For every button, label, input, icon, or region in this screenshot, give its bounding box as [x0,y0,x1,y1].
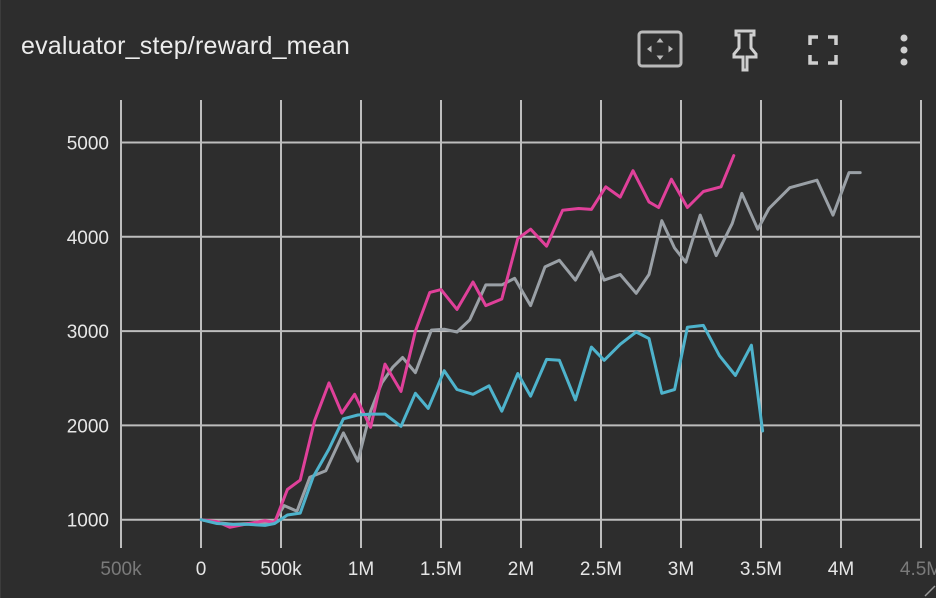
x-tick-label: 1.5M [420,559,462,580]
card-title: evaluator_step/reward_mean [21,32,351,60]
series-line-1[interactable] [199,171,862,526]
y-tick-label: 3000 [67,322,109,343]
x-tick-label: 4.5M [900,559,936,580]
grid-lines [120,100,922,548]
x-tick-label: 2.5M [580,559,622,580]
fit-domain-button[interactable] [636,22,684,78]
x-tick-label: 500k [260,559,302,580]
x-tick-label: 3.5M [740,559,782,580]
y-axis-ticks: 1000 2000 3000 4000 5000 [67,133,109,531]
resize-handle-icon[interactable] [924,585,936,597]
more-vert-icon [898,32,910,68]
x-tick-label: 3M [668,559,694,580]
pin-button[interactable] [721,22,769,78]
y-tick-label: 2000 [67,416,109,437]
x-tick-label: 2M [508,559,534,580]
y-tick-label: 1000 [67,511,109,532]
x-tick-label: 4M [828,559,854,580]
x-tick-label: 0 [196,559,207,580]
series-lines [199,154,862,529]
fullscreen-button[interactable] [799,22,847,78]
y-tick-label: 5000 [67,133,109,154]
x-axis-ticks: 500k 0 500k 1M 1.5M 2M 2.5M 3M 3.5M 4M 4.5M [100,559,936,580]
y-tick-label: 4000 [67,228,109,249]
fit-domain-icon [637,30,683,70]
x-tick-label: 1M [348,559,374,580]
series-line-3[interactable] [199,323,765,527]
x-tick-label: 500k [100,559,142,580]
fullscreen-icon [807,34,839,66]
more-options-button[interactable] [880,22,928,78]
series-line-2[interactable] [199,154,736,529]
pin-icon [730,28,760,72]
